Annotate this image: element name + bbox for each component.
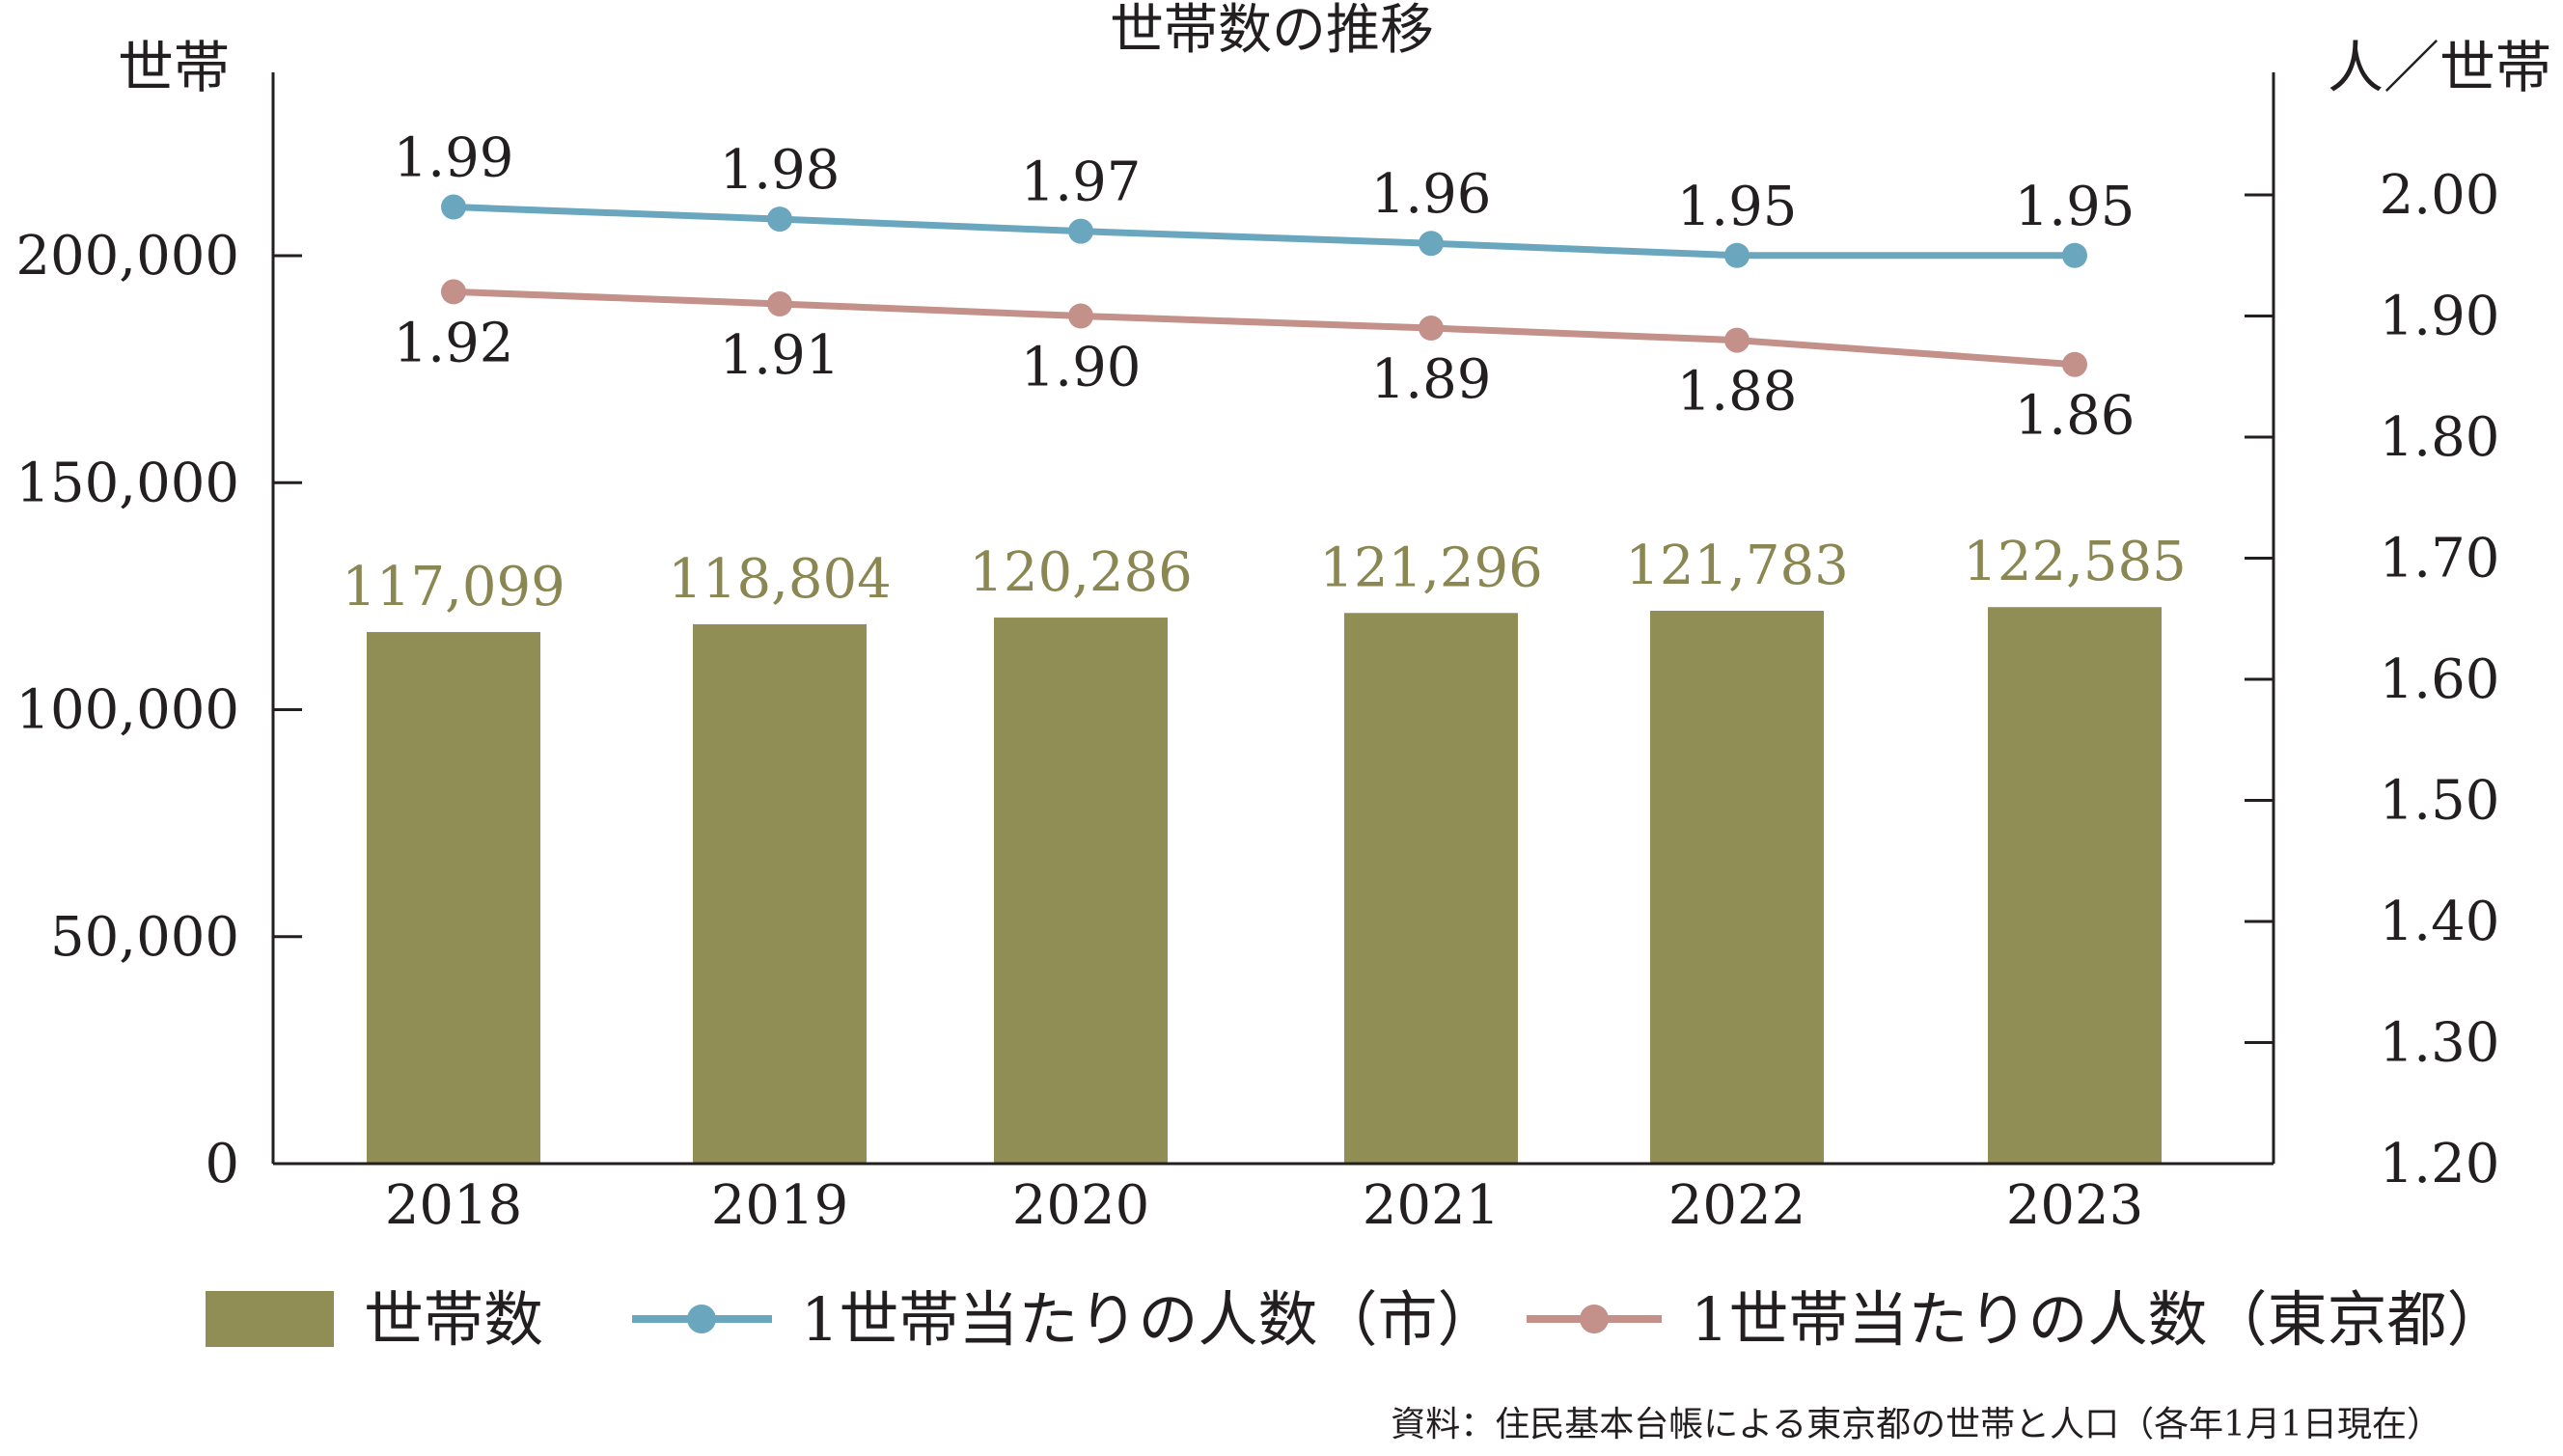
y-right-tick-label: 1.80: [2380, 406, 2500, 469]
line-tokyo: [450, 288, 2079, 369]
bar-2018: [367, 632, 540, 1164]
lines-layer: 1.99 1.98 1.97 1.96 1.95 1.95 1.92 1.91 1.90 1.89…: [394, 127, 2136, 448]
point-tokyo-2023: [2062, 351, 2087, 377]
y-right-tick-label: 1.20: [2380, 1133, 2500, 1195]
x-tick-label: 2023: [2006, 1174, 2144, 1237]
legend: 世帯数 1世帯当たりの人数（市） 1世帯当たりの人数（東京都）: [206, 1284, 2506, 1355]
bar-label-2023: 122,585: [1963, 531, 2187, 593]
bar-label-2021: 121,296: [1319, 536, 1543, 599]
label-tokyo-2023: 1.86: [2015, 385, 2136, 448]
y-right-tick-label: 1.90: [2380, 286, 2500, 348]
legend-swatch-households: [206, 1291, 334, 1347]
bar-label-2018: 117,099: [342, 556, 565, 618]
y-left-tick-label: 100,000: [15, 679, 239, 742]
x-tick-label: 2021: [1363, 1174, 1501, 1237]
y-right-tick-label: 1.40: [2380, 891, 2500, 953]
point-tokyo-2022: [1724, 327, 1750, 353]
point-city-2022: [1724, 242, 1750, 268]
legend-swatch-city-marker: [687, 1305, 716, 1333]
y-left-tick-label: 200,000: [15, 225, 239, 288]
y-left-tick-label: 150,000: [15, 452, 239, 514]
bar-2022: [1650, 611, 1824, 1164]
bar-2020: [994, 618, 1168, 1164]
bar-label-2019: 118,804: [668, 548, 892, 611]
label-tokyo-2019: 1.91: [720, 324, 841, 387]
y-right-tick-label: 1.60: [2380, 648, 2500, 711]
label-tokyo-2020: 1.90: [1021, 337, 1142, 399]
legend-label-households: 世帯数: [364, 1284, 543, 1355]
label-tokyo-2018: 1.92: [394, 312, 514, 374]
y-right-tick-label: 1.70: [2380, 528, 2500, 591]
point-tokyo-2020: [1068, 303, 1093, 329]
point-city-2023: [2062, 242, 2087, 268]
bar-label-2020: 120,286: [969, 541, 1193, 604]
y-left-tick-label: 0: [205, 1133, 239, 1195]
axes-layer: 0 50,000 100,000 150,000 200,000 1.20 1.30 1.40…: [15, 72, 2499, 1237]
y-axis-right-unit: 人／世帯: [2328, 35, 2551, 100]
label-city-2018: 1.99: [394, 127, 514, 190]
bar-2021: [1344, 613, 1518, 1164]
label-city-2020: 1.97: [1021, 151, 1142, 214]
legend-label-city: 1世帯当たりの人数（市）: [801, 1284, 1497, 1355]
y-axis-left-unit: 世帯: [118, 35, 230, 100]
y-right-tick-label: 1.30: [2380, 1012, 2500, 1075]
legend-label-tokyo: 1世帯当たりの人数（東京都）: [1691, 1284, 2506, 1355]
point-city-2021: [1419, 231, 1444, 257]
point-city-2020: [1068, 218, 1093, 244]
point-city-2018: [441, 194, 466, 220]
label-city-2019: 1.98: [720, 139, 841, 202]
x-tick-label: 2020: [1012, 1174, 1150, 1237]
label-city-2022: 1.95: [1677, 176, 1798, 238]
y-right-tick-label: 1.50: [2380, 770, 2500, 833]
label-tokyo-2021: 1.89: [1371, 348, 1492, 411]
point-city-2019: [767, 206, 792, 233]
line-city: [450, 204, 2079, 260]
point-tokyo-2019: [767, 290, 792, 316]
bar-label-2022: 121,783: [1625, 535, 1849, 597]
x-tick-label: 2018: [385, 1174, 523, 1237]
x-tick-label: 2022: [1668, 1174, 1806, 1237]
label-city-2023: 1.95: [2015, 176, 2136, 238]
chart-title: 世帯数の推移: [1110, 0, 1434, 62]
source-note: 資料：住民基本台帳による東京都の世帯と人口（各年1月1日現在）: [1391, 1405, 2441, 1444]
bar-2023: [1988, 607, 2162, 1164]
y-left-tick-label: 50,000: [50, 906, 239, 969]
point-tokyo-2018: [441, 279, 466, 305]
x-tick-label: 2019: [711, 1174, 849, 1237]
y-right-tick-label: 2.00: [2380, 164, 2500, 227]
bar-2019: [693, 624, 867, 1164]
legend-swatch-tokyo-marker: [1580, 1305, 1609, 1333]
label-city-2021: 1.96: [1371, 163, 1492, 226]
bars-layer: 117,099 118,804 120,286 121,296 121,783 122,5…: [342, 531, 2187, 1164]
label-tokyo-2022: 1.88: [1677, 361, 1798, 424]
point-tokyo-2021: [1419, 316, 1444, 342]
